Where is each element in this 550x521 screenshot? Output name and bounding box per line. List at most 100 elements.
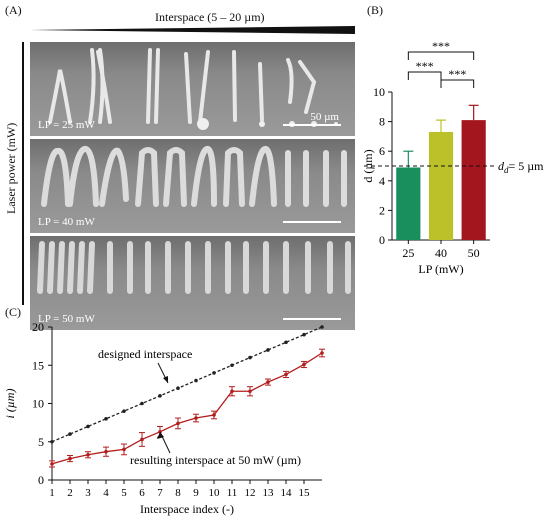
resulting-series-label: resulting interspace at 50 mW (µm): [130, 453, 301, 467]
designed-point: [158, 394, 162, 398]
y-tick-label: 6: [379, 144, 385, 158]
scale-bar: [283, 124, 341, 126]
x-tick-label: 5: [121, 487, 127, 499]
designed-point: [212, 371, 216, 375]
significance-label: ***: [448, 67, 466, 81]
bar: [396, 167, 421, 240]
significance-label: ***: [416, 59, 434, 73]
x-tick-label: 13: [263, 487, 275, 499]
sem-image-40mw: LP = 40 mW: [30, 139, 355, 233]
pillar-illustration-25mw: [48, 48, 338, 130]
x-tick-label: 4: [103, 487, 109, 499]
designed-point: [104, 417, 108, 421]
lp-50-label: LP = 50 mW: [38, 313, 95, 325]
scale-bar: [283, 318, 341, 320]
resulting-point: [194, 416, 198, 420]
designed-point: [68, 432, 72, 436]
resulting-point: [248, 389, 252, 394]
x-tick-label: 9: [193, 487, 199, 499]
reference-line-label: dd= 5 µm: [498, 159, 544, 175]
x-tick-label: 3: [85, 487, 91, 499]
resulting-point: [104, 449, 108, 454]
y-tick-label: 4: [379, 174, 385, 188]
y-tick-label: 5: [38, 435, 44, 449]
resulting-point: [284, 372, 288, 377]
resulting-point: [176, 421, 180, 426]
x-tick-label: 25: [402, 246, 414, 260]
significance-bracket: [440, 79, 475, 88]
x-tick-label: 15: [299, 487, 311, 499]
resulting-point: [266, 380, 270, 384]
significance-label: ***: [432, 39, 450, 53]
y-axis-label: i (µm): [3, 389, 17, 419]
designed-point: [86, 424, 90, 429]
resulting-point: [212, 413, 216, 417]
x-tick-label: 2: [67, 487, 73, 499]
x-axis-label: LP (mW): [418, 262, 463, 276]
lp-25-label: LP = 25 mW: [38, 119, 95, 131]
resulting-point: [68, 456, 72, 461]
resulting-point: [302, 362, 306, 367]
scale-bar-text: 50 µm: [310, 111, 339, 123]
resulting-line: [51, 352, 323, 465]
y-tick-label: 20: [32, 320, 44, 334]
x-tick-label: 8: [175, 487, 181, 499]
x-tick-label: 12: [245, 487, 256, 499]
laser-power-bar: [22, 42, 24, 305]
designed-point: [50, 439, 54, 444]
x-tick-label: 50: [468, 246, 480, 260]
designed-point: [140, 401, 144, 406]
x-tick-label: 6: [139, 487, 145, 499]
designed-point: [320, 325, 324, 329]
scale-bar: [283, 221, 341, 223]
pillar-illustration-40mw: [41, 146, 347, 207]
lp-40-label: LP = 40 mW: [38, 216, 95, 228]
significance-bracket: [407, 51, 475, 60]
sem-image-50mw: LP = 50 mW: [30, 236, 355, 330]
x-axis-label: Interspace index (-): [140, 502, 234, 516]
designed-annotation-arrow: [163, 376, 168, 383]
interspace-wedge: [30, 26, 355, 34]
interspace-title: Interspace (5 – 20 µm): [155, 10, 265, 24]
y-tick-label: 0: [38, 473, 44, 487]
resulting-point: [50, 462, 54, 466]
x-tick-label: 11: [227, 487, 238, 499]
designed-point: [302, 332, 306, 337]
resulting-point: [86, 452, 90, 457]
significance-bracket: [407, 71, 442, 80]
designed-point: [176, 386, 180, 390]
x-tick-label: 7: [157, 487, 163, 499]
designed-point: [266, 348, 270, 352]
bar: [428, 131, 454, 240]
y-tick-label: 10: [373, 85, 385, 99]
designed-point: [248, 355, 252, 360]
designed-point: [230, 363, 234, 368]
resulting-point: [230, 389, 234, 394]
panel-c-label: (C): [5, 305, 21, 319]
x-tick-label: 1: [49, 487, 55, 499]
y-tick-label: 10: [32, 397, 44, 411]
y-tick-label: 0: [379, 233, 385, 247]
panel-b-label: (B): [367, 3, 383, 17]
resulting-point: [320, 351, 324, 355]
y-tick-label: 2: [379, 203, 385, 217]
designed-series-label: designed interspace: [98, 347, 192, 361]
pillar-illustration-50mw: [37, 241, 351, 294]
y-tick-label: 15: [32, 358, 44, 372]
resulting-annotation-arrow: [157, 432, 164, 439]
resulting-point: [140, 437, 144, 442]
designed-point: [284, 340, 288, 345]
designed-point: [122, 409, 126, 413]
panel-a-label: (A): [5, 3, 22, 17]
y-tick-label: 8: [379, 115, 385, 129]
designed-point: [194, 378, 198, 383]
sem-image-25mw: LP = 25 mW 50 µm: [30, 42, 355, 136]
designed-line: [51, 326, 323, 443]
bar: [461, 120, 486, 240]
resulting-point: [122, 447, 126, 452]
x-tick-label: 10: [209, 487, 221, 499]
x-tick-label: 14: [281, 487, 293, 499]
resulting-point: [158, 430, 162, 434]
